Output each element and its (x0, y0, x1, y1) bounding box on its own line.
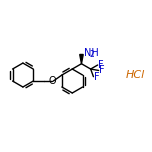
Text: O: O (48, 76, 56, 86)
Text: F: F (99, 66, 105, 75)
Text: HCl: HCl (125, 70, 145, 80)
Text: F: F (94, 72, 100, 82)
Text: 2: 2 (89, 50, 94, 59)
Polygon shape (80, 54, 83, 64)
Text: F: F (98, 60, 104, 70)
Text: NH: NH (84, 48, 98, 58)
